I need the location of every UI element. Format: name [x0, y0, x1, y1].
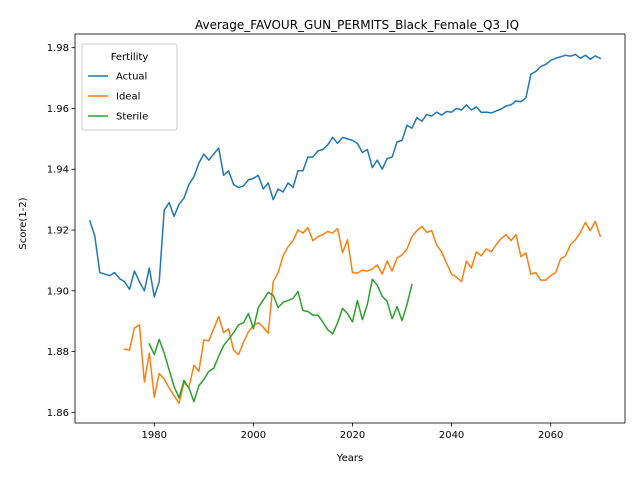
- series-line-sterile: [148, 278, 413, 403]
- legend-label-ideal: Ideal: [116, 92, 140, 103]
- x-tick-label: 2020: [340, 430, 365, 441]
- x-axis-label: Years: [336, 453, 363, 464]
- legend-label-sterile: Sterile: [116, 112, 148, 123]
- y-tick-label: 1.96: [47, 104, 69, 115]
- legend-box: [81, 43, 178, 131]
- x-axis-ticks: 1980 2000 2020 2040 2060: [142, 423, 563, 441]
- y-axis-label: Score(1-2): [18, 197, 29, 249]
- plot-frame: [74, 33, 626, 424]
- legend: Fertility Actual Ideal Sterile: [81, 43, 178, 131]
- series-line-actual: [88, 53, 602, 298]
- y-tick-label: 1.98: [47, 43, 69, 54]
- y-axis-ticks: 1.86 1.88 1.90 1.92 1.94 1.96 1.98: [47, 43, 75, 419]
- y-tick-label: 1.90: [47, 286, 69, 297]
- chart-title: Average_FAVOUR_GUN_PERMITS_Black_Female_…: [195, 18, 519, 32]
- y-tick-label: 1.94: [47, 165, 69, 176]
- legend-title: Fertility: [111, 52, 149, 63]
- x-tick-label: 2000: [241, 430, 266, 441]
- x-tick-label: 2060: [538, 430, 563, 441]
- x-tick-label: 1980: [142, 430, 167, 441]
- series-line-ideal: [123, 220, 602, 404]
- y-tick-label: 1.92: [47, 226, 69, 237]
- y-tick-label: 1.88: [47, 347, 69, 358]
- y-tick-label: 1.86: [47, 408, 69, 419]
- legend-label-actual: Actual: [116, 72, 147, 83]
- series-layer: [88, 53, 602, 404]
- x-tick-label: 2040: [439, 430, 464, 441]
